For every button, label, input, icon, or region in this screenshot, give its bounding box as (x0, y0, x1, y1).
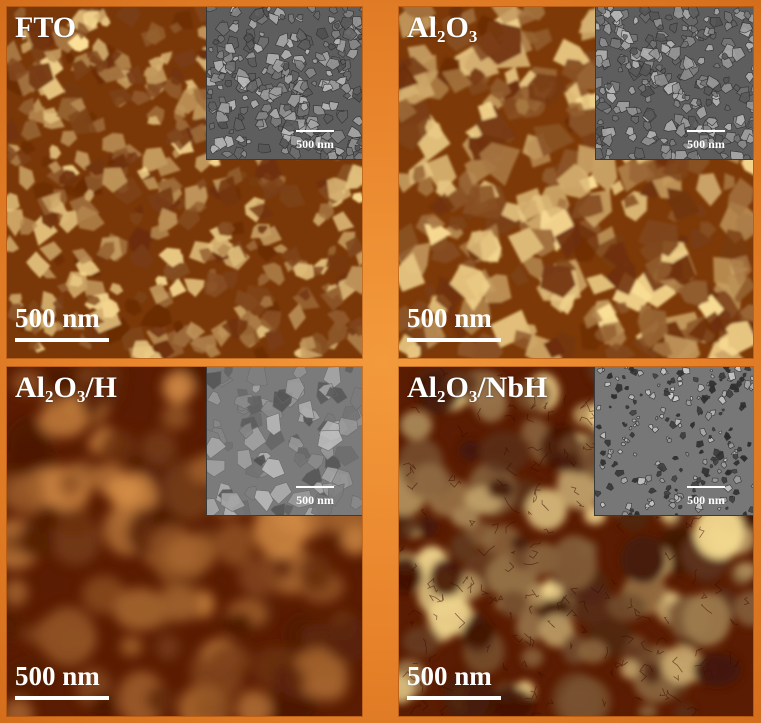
sem-inset: 500 nm (595, 7, 753, 160)
afm-panel-al2o3-nbh: Al2O3/NbH 500 nm 500 nm (398, 366, 754, 717)
inset-scale-bar: 500 nm (666, 486, 746, 509)
afm-panel-fto: FTO 500 nm 500 nm (6, 6, 363, 359)
panel-label: FTO (15, 11, 77, 44)
main-scale-bar: 500 nm (15, 663, 109, 700)
panel-label: Al2O3/NbH (407, 371, 548, 406)
sem-inset: 500 nm (206, 367, 362, 516)
main-scale-bar: 500 nm (407, 663, 501, 700)
panel-label: Al2O3/H (15, 371, 118, 406)
main-scale-bar: 500 nm (15, 305, 109, 342)
inset-scale-bar: 500 nm (275, 130, 355, 153)
afm-panel-al2o3: Al2O3 500 nm 500 nm (398, 6, 754, 359)
afm-panel-al2o3-h: Al2O3/H 500 nm 500 nm (6, 366, 363, 717)
inset-scale-bar: 500 nm (275, 486, 355, 509)
sem-inset: 500 nm (206, 7, 362, 160)
panel-label: Al2O3 (407, 11, 478, 46)
sem-inset: 500 nm (594, 367, 753, 516)
main-scale-bar: 500 nm (407, 305, 501, 342)
inset-scale-bar: 500 nm (666, 130, 746, 153)
